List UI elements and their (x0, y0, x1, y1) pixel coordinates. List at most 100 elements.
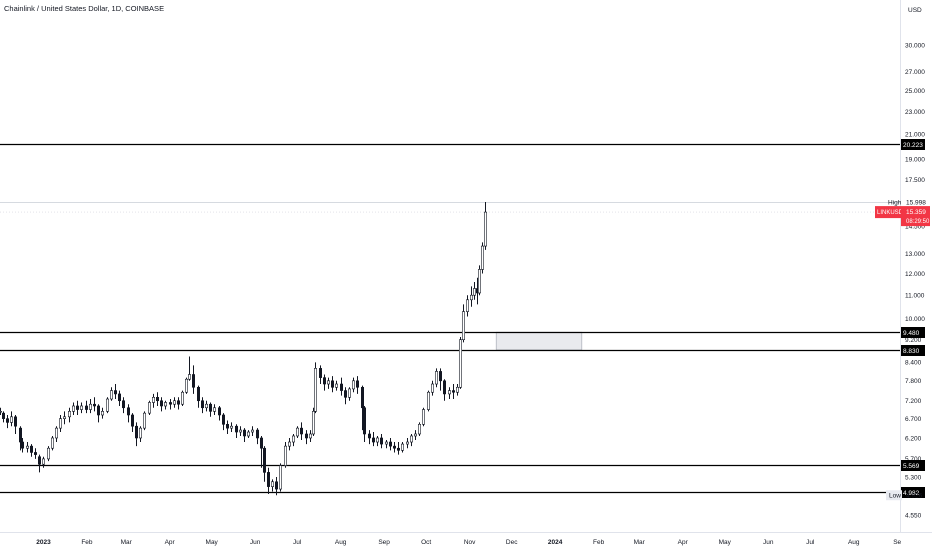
candle-body (430, 383, 434, 393)
last-price-tag-bg (901, 206, 930, 227)
candle-body (311, 411, 315, 435)
low-label-bg (886, 490, 902, 501)
candle-body (80, 405, 84, 410)
candle-body (37, 456, 41, 465)
x-tick-label: Oct (421, 539, 431, 546)
candle-body (287, 441, 291, 447)
candle-body (291, 435, 295, 443)
candle-body (458, 339, 462, 388)
candle-body (322, 377, 326, 385)
y-tick-label: 11.000 (905, 293, 925, 300)
candle-body (451, 390, 455, 393)
candle-body (274, 481, 278, 490)
y-tick-label: 27.000 (905, 69, 925, 76)
candle-body (114, 390, 118, 395)
y-tick-label: 21.000 (905, 132, 925, 139)
y-tick-label: 10.000 (905, 316, 925, 323)
candle-body (46, 447, 50, 460)
candle-body (106, 398, 110, 412)
candle-body (160, 400, 164, 407)
y-tick-label: 7.800 (905, 378, 922, 385)
candle-body (85, 405, 89, 410)
y-tick-label: 4.550 (905, 512, 922, 519)
candle-body (283, 445, 287, 466)
x-tick-label: Jul (293, 539, 302, 546)
candle-body (218, 407, 222, 416)
candle-body (29, 445, 33, 453)
candle-body (362, 407, 366, 435)
y-tick-label: 30.000 (905, 43, 925, 50)
candle-body (131, 414, 135, 427)
candle-body (304, 433, 308, 439)
y-tick-label: 14.500 (905, 224, 925, 231)
candle-body (339, 383, 343, 391)
time-axis[interactable]: 2023 Feb Mar Apr May Jun Jul Aug Sep Oct Nov Dec 202… (0, 532, 932, 547)
x-tick-label: Nov (464, 539, 476, 546)
symbol-tag: LINKUSD (877, 210, 904, 216)
candle-body (169, 402, 173, 405)
candle-body (278, 465, 282, 490)
low-value: 4.926 (906, 493, 923, 500)
candle-body (62, 416, 66, 419)
candle-body (139, 427, 143, 439)
candle-body (413, 433, 417, 437)
candle-body (118, 393, 122, 402)
x-tick-label: Se (893, 539, 901, 546)
candle-body (173, 400, 177, 405)
high-label: High (888, 199, 902, 206)
candle-body (477, 269, 481, 294)
candle-body (188, 374, 192, 380)
candle-body (230, 425, 234, 429)
candle-body (266, 472, 270, 487)
candle-body (347, 388, 351, 398)
y-tick-label: 5.300 (905, 474, 922, 481)
candle-body (192, 374, 196, 388)
candle-body (127, 407, 131, 416)
candle-body (388, 441, 392, 447)
candle-body (20, 441, 24, 449)
candle-body (483, 211, 487, 247)
y-tick-label: 23.000 (905, 109, 925, 116)
x-tick-label: Mar (121, 539, 133, 546)
candle-body (135, 425, 139, 439)
candle-body (351, 380, 355, 390)
bar-countdown: 08:29:50 (906, 219, 930, 225)
candle-body (247, 431, 251, 437)
candle-body (360, 386, 364, 409)
candle-body (259, 437, 263, 449)
candle-body (455, 386, 459, 393)
candle-body (308, 433, 312, 439)
level-label: 5.569 (903, 463, 920, 470)
candle-body (355, 380, 359, 388)
candle-body (58, 418, 62, 429)
candle-body (97, 405, 101, 416)
candle-body (318, 368, 322, 378)
candle-body (222, 414, 226, 425)
candle-body (326, 380, 330, 385)
y-tick-label: 19.000 (905, 156, 925, 163)
candle-body (392, 445, 396, 449)
y-tick-label: 8.400 (905, 360, 922, 367)
candle-body (6, 418, 10, 423)
candle-body (480, 245, 484, 270)
y-tick-label: 6.700 (905, 416, 922, 423)
candle-body (334, 383, 338, 388)
candle-body (243, 429, 247, 437)
candle-body (447, 390, 451, 395)
candle-body (421, 409, 425, 425)
candle-body (239, 429, 243, 433)
x-tick-label: Apr (165, 539, 176, 546)
x-tick-label: Aug (335, 539, 347, 546)
candle-body (14, 416, 18, 427)
x-tick-label: May (719, 539, 732, 546)
candle-body (25, 445, 29, 449)
candle-body (417, 423, 421, 435)
price-axis[interactable]: USD 30.000 27.000 25.000 23.000 21.000 19.000… (900, 0, 926, 532)
level-label-bg (901, 487, 925, 498)
currency-label: USD (908, 7, 922, 14)
x-tick-label: Jul (806, 539, 815, 546)
level-label: 4.982 (903, 490, 920, 497)
candle-body (396, 447, 400, 451)
y-tick-label: 25.000 (905, 88, 925, 95)
